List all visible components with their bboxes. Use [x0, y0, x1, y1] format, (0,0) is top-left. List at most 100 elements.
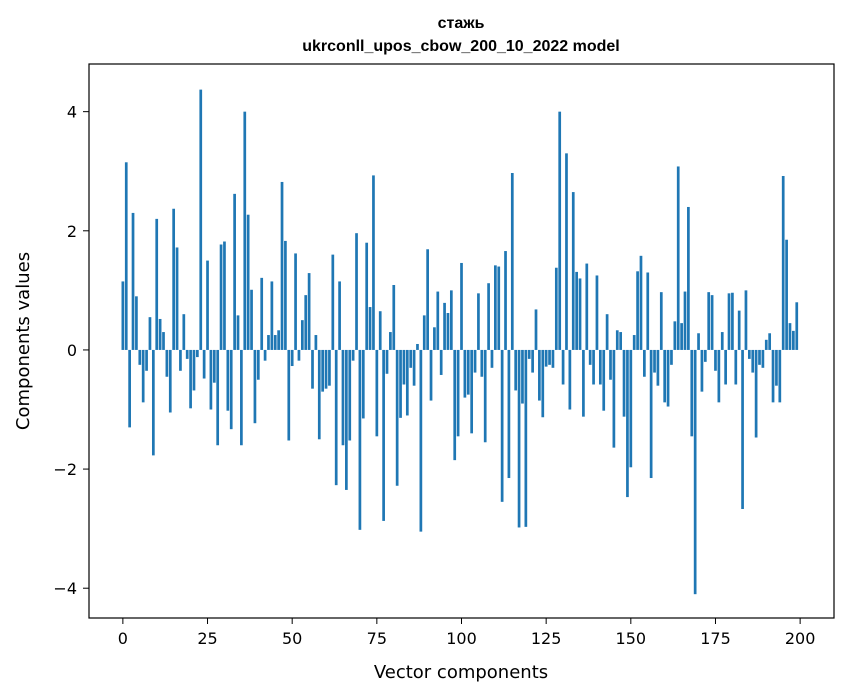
bar-component-55 — [307, 273, 311, 350]
bar-component-143 — [605, 314, 609, 350]
bar-component-26 — [209, 349, 213, 410]
bar-component-30 — [223, 241, 226, 350]
bar-component-94 — [439, 349, 443, 375]
bar-component-126 — [548, 349, 551, 365]
bar-component-34 — [236, 315, 240, 350]
chart-title: стажь — [438, 15, 485, 32]
x-tick-label: 50 — [282, 629, 302, 648]
bar-component-87 — [416, 343, 419, 350]
bar-component-66 — [345, 349, 348, 490]
bar-component-2 — [128, 349, 131, 428]
chart-subtitle: ukrconll_upos_cbow_200_10_2022 model — [302, 38, 619, 55]
bar-component-39 — [253, 349, 257, 424]
bar-component-175 — [714, 349, 717, 371]
y-axis-ticks: −4 −2 0 2 4 — [53, 103, 89, 598]
bar-component-86 — [412, 349, 416, 386]
bar-component-61 — [328, 349, 331, 386]
bar-component-50 — [290, 349, 294, 367]
bar-component-173 — [707, 292, 711, 350]
bar-component-42 — [263, 349, 267, 361]
bar-component-114 — [507, 349, 511, 479]
bar-component-17 — [179, 349, 182, 371]
bar-component-188 — [758, 349, 761, 365]
x-tick-label: 25 — [197, 629, 217, 648]
bar-component-96 — [446, 313, 450, 350]
bar-component-10 — [155, 218, 159, 350]
y-tick-label: −2 — [53, 460, 77, 479]
x-axis-ticks: 0 25 50 75 100 125 150 175 200 — [118, 618, 816, 648]
bar-component-140 — [595, 275, 599, 350]
bar-component-166 — [683, 291, 687, 350]
bar-component-80 — [392, 285, 396, 350]
bar-component-29 — [219, 244, 223, 350]
bar-component-196 — [785, 239, 788, 350]
bar-component-123 — [538, 349, 541, 401]
bar-component-150 — [629, 349, 633, 468]
bar-component-78 — [385, 349, 389, 374]
bar-component-137 — [585, 263, 589, 350]
bar-component-11 — [158, 318, 162, 350]
bar-component-125 — [544, 349, 548, 367]
bar-component-136 — [582, 349, 585, 417]
x-tick-label: 175 — [700, 629, 731, 648]
bar-component-165 — [680, 323, 683, 350]
bar-component-21 — [192, 349, 196, 391]
bar-component-36 — [243, 111, 247, 350]
bar-component-16 — [175, 247, 179, 350]
bar-component-54 — [304, 295, 308, 350]
bar-component-148 — [622, 349, 626, 417]
bar-component-7 — [145, 349, 148, 371]
x-tick-label: 200 — [785, 629, 816, 648]
bar-component-90 — [426, 249, 429, 350]
bar-component-198 — [792, 330, 795, 350]
bar-component-75 — [375, 349, 379, 437]
bar-component-19 — [185, 349, 189, 359]
bar-component-139 — [592, 349, 595, 385]
bar-component-32 — [229, 349, 233, 430]
bar-component-107 — [483, 349, 487, 443]
bar-component-105 — [477, 293, 480, 350]
bar-component-98 — [453, 349, 457, 461]
bar-component-180 — [731, 292, 734, 350]
bar-component-141 — [598, 349, 602, 385]
bar-component-164 — [676, 166, 680, 350]
bar-component-8 — [148, 317, 152, 350]
y-tick-label: 2 — [67, 222, 77, 241]
bar-component-103 — [470, 349, 474, 434]
bar-component-197 — [788, 323, 792, 350]
bar-component-122 — [534, 309, 538, 350]
bar-component-108 — [487, 283, 490, 350]
bar-component-159 — [659, 292, 663, 350]
bar-component-157 — [653, 349, 656, 373]
bar-component-58 — [317, 349, 321, 440]
bar-component-99 — [456, 349, 460, 437]
bar-component-185 — [747, 349, 751, 359]
bar-component-168 — [690, 349, 694, 437]
bar-component-65 — [341, 349, 345, 446]
bar-component-102 — [466, 349, 470, 395]
bar-component-76 — [378, 311, 382, 350]
bar-component-93 — [436, 291, 440, 350]
bar-component-124 — [541, 349, 545, 418]
bar-component-184 — [744, 290, 748, 350]
bar-component-81 — [395, 349, 399, 486]
bar-component-69 — [355, 233, 358, 350]
bar-component-192 — [771, 349, 775, 403]
bar-component-64 — [338, 281, 341, 350]
bar-component-195 — [781, 175, 785, 350]
bar-component-120 — [527, 349, 531, 359]
bar-component-33 — [233, 193, 236, 350]
bar-component-132 — [568, 349, 572, 410]
bar-component-129 — [558, 111, 562, 350]
y-axis-label: Components values — [13, 252, 34, 430]
bar-component-113 — [504, 251, 507, 350]
bar-component-52 — [297, 349, 301, 361]
bar-component-187 — [754, 349, 758, 438]
bar-component-174 — [710, 295, 714, 350]
bar-component-146 — [615, 330, 619, 350]
bar-component-189 — [761, 349, 765, 368]
bar-component-153 — [639, 255, 643, 350]
bar-component-72 — [365, 242, 369, 350]
bar-component-138 — [588, 349, 592, 365]
